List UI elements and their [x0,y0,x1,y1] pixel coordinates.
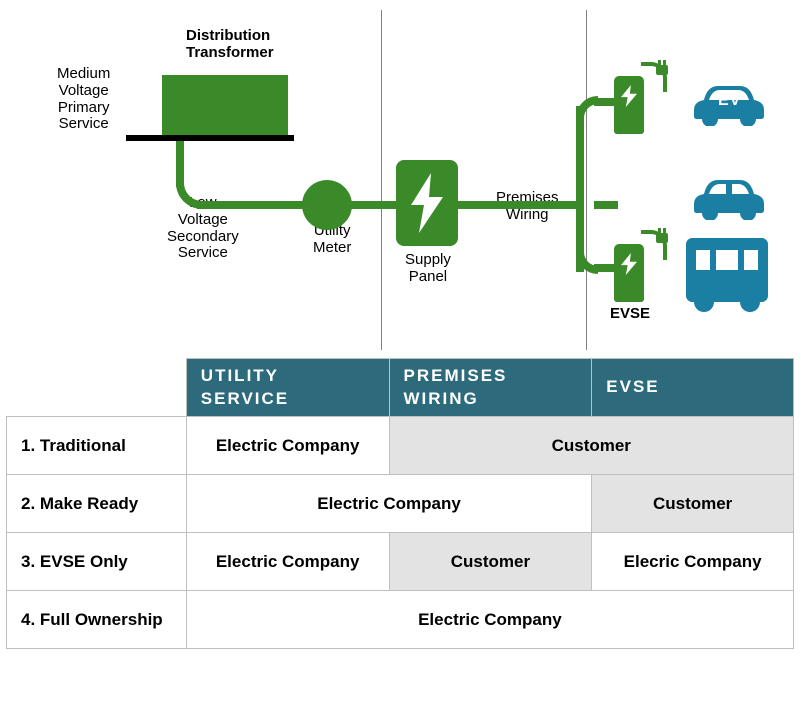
table-row: 4. Full OwnershipElectric Company [7,591,794,649]
table-row: 2. Make ReadyElectric CompanyCustomer [7,475,794,533]
medium-voltage-label: MediumVoltagePrimaryService [57,66,110,133]
row-label: 3. EVSE Only [7,533,187,591]
table-cell: Electric Company [186,475,591,533]
car-icon [694,176,764,220]
table-cell: Customer [592,475,794,533]
ev-infrastructure-diagram: DistributionTransformer MediumVoltagePri… [6,10,794,350]
evse-charger-icon [614,76,644,134]
table-header: PREMISESWIRING [389,359,592,417]
table-row: 1. TraditionalElectric CompanyCustomer [7,417,794,475]
bus-icon [686,234,768,312]
table-row: 3. EVSE OnlyElectric CompanyCustomerElec… [7,533,794,591]
row-label: 2. Make Ready [7,475,187,533]
table-header-row: UTILITYSERVICEPREMISESWIRINGEVSE [7,359,794,417]
transformer-icon [162,75,288,137]
table-header [7,359,187,417]
supply-panel-label: SupplyPanel [405,252,451,286]
table-header: UTILITYSERVICE [186,359,389,417]
table-cell: Customer [389,533,592,591]
row-label: 4. Full Ownership [7,591,187,649]
table-cell: Customer [389,417,793,475]
table-header: EVSE [592,359,794,417]
ownership-table: UTILITYSERVICEPREMISESWIRINGEVSE 1. Trad… [6,358,794,649]
wire-drop [176,141,184,187]
transformer-title: DistributionTransformer [186,28,274,62]
evse-charger-icon [614,244,644,302]
table-cell: Electric Company [186,417,389,475]
plug-icon [656,65,668,75]
wire-h1 [197,201,303,209]
section-divider-1 [381,10,382,350]
wire-branch-2 [594,201,618,209]
wire-h3 [458,201,584,209]
plug-icon [656,233,668,243]
transformer-base [126,135,294,141]
supply-panel-icon [396,160,458,246]
utility-meter-icon [302,180,352,230]
table-cell: Electric Company [186,533,389,591]
evse-label: EVSE [610,306,650,323]
wire-h2 [350,201,396,209]
section-divider-2 [586,10,587,350]
ev-badge: EV [718,92,741,110]
table-cell: Elecric Company [592,533,794,591]
row-label: 1. Traditional [7,417,187,475]
wire-trunk [576,106,584,272]
table-cell: Electric Company [186,591,793,649]
